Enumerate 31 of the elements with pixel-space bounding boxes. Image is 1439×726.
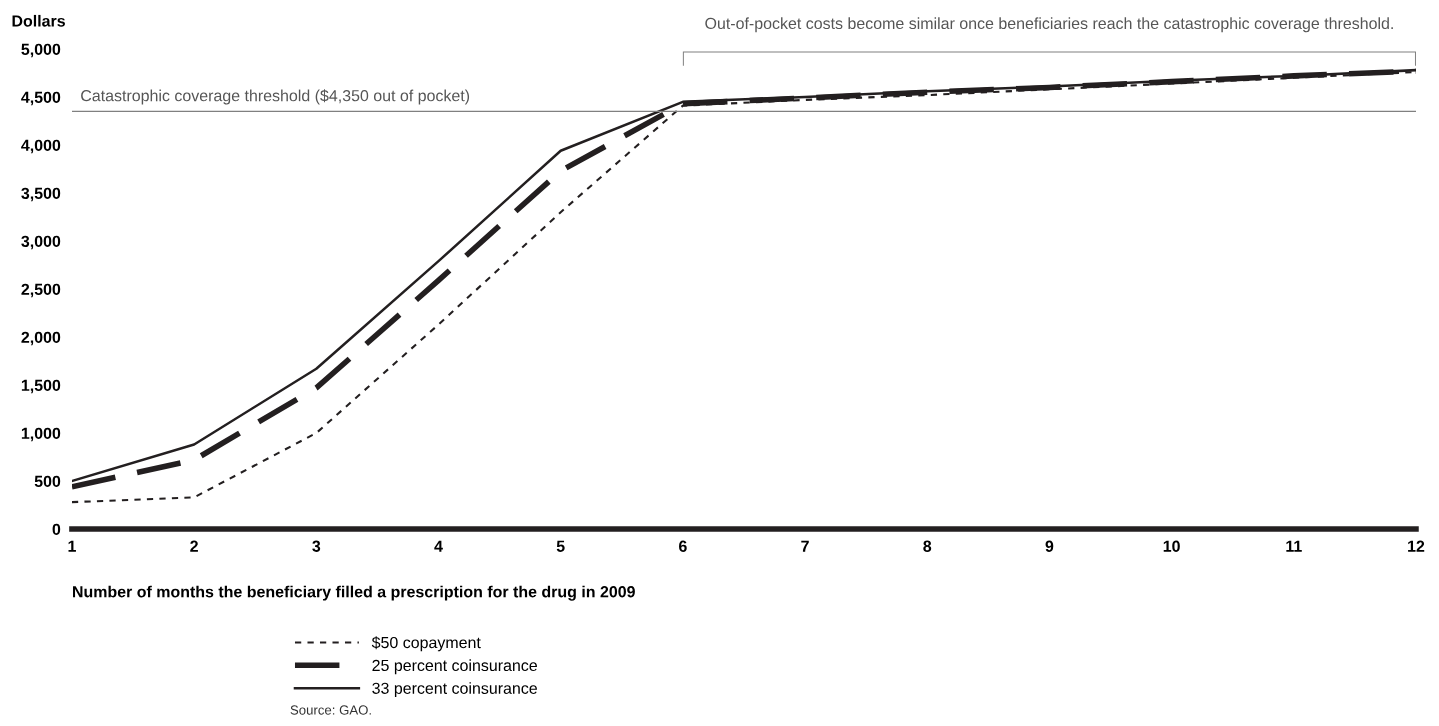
y-tick-label: 1,000 [21,427,61,442]
y-tick-label: 3,500 [21,187,61,202]
legend-label: 33 percent coinsurance [372,682,537,698]
x-tick-label: 6 [679,540,687,552]
y-axis-title: Dollars [12,14,65,27]
x-axis-title: Number of months the beneficiary filled a prescription for the drug in 2009 [73,585,635,601]
x-tick-label: 8 [923,540,932,552]
x-tick-label: 10 [1163,540,1180,552]
y-tick-label: 2,000 [21,331,61,346]
y-tick-label: 3,000 [21,235,61,250]
source-note: Source: GAO. [290,705,371,715]
x-tick-label: 9 [1045,540,1054,552]
y-tick-label: 1,500 [21,379,61,394]
ref-line-label: Catastrophic coverage threshold ($4,350 out of pocket) [81,89,470,105]
legend-label: 25 percent coinsurance [372,659,537,675]
y-tick-label: 4,500 [21,91,61,106]
x-tick-label: 11 [1286,540,1302,552]
x-tick-label: 5 [556,540,565,552]
y-tick-label: 500 [34,475,61,487]
x-tick-label: 1 [68,540,76,552]
x-tick-label: 3 [312,540,321,552]
legend-label: $50 copayment [371,636,481,652]
x-tick-label: 12 [1408,540,1425,552]
y-tick-label: 4,000 [21,139,61,154]
x-tick-label: 7 [801,540,809,552]
text: Out-of-pocket costs become similar once beneficiaries reach the catastrophic coverage threshold. [705,17,1393,33]
y-tick-label: 0 [52,523,61,535]
y-tick-label: 2,500 [21,283,61,298]
y-tick-label: 5,000 [21,43,61,58]
x-tick-label: 2 [190,540,198,552]
x-tick-label: 4 [434,540,443,552]
